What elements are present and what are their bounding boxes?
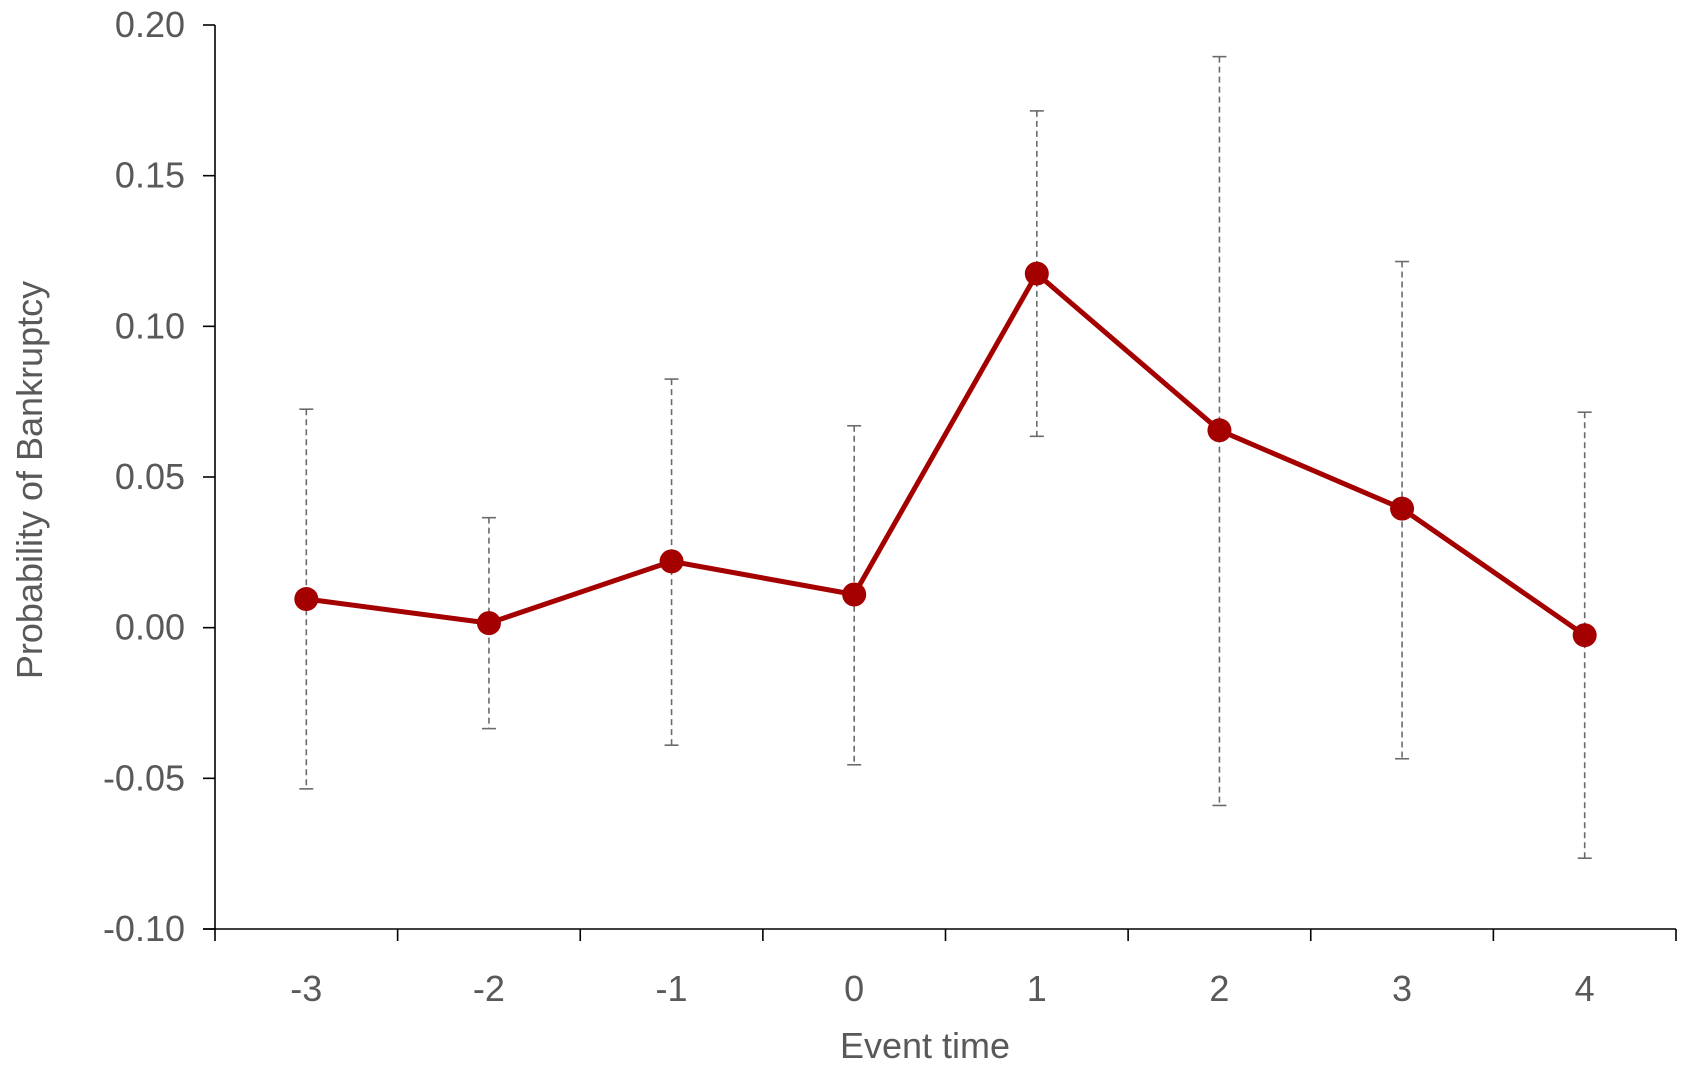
axes [203,24,1677,941]
x-tick-label: 2 [1209,968,1229,1009]
x-tick-label: -2 [473,968,505,1009]
data-point [1207,418,1232,443]
x-tick-label: 0 [844,968,864,1009]
y-tick-label: -0.05 [103,757,185,798]
data-point [1024,261,1049,286]
y-tick-label: -0.10 [103,908,185,949]
x-tick-label: -3 [290,968,322,1009]
y-tick-label: 0.10 [115,305,185,346]
data-points [294,261,1597,648]
x-tick-label: 1 [1027,968,1047,1009]
series-line-group [305,271,1587,638]
x-tick-label: -1 [656,968,688,1009]
data-point [1390,496,1415,521]
y-tick-label: 0.20 [115,4,185,45]
y-tick-label: 0.05 [115,456,185,497]
y-axis-title: Probability of Bankruptcy [9,281,50,679]
data-point [659,549,684,574]
x-tick-label: 4 [1575,968,1595,1009]
data-point [476,611,501,636]
data-point [1572,623,1597,648]
x-axis-title: Event time [840,1025,1010,1066]
series-line [305,271,1587,638]
error-bars [299,55,1592,859]
x-tick-label: 3 [1392,968,1412,1009]
data-point [294,587,319,612]
y-tick-label: 0.00 [115,607,185,648]
y-tick-label: 0.15 [115,155,185,196]
tick-labels: 0.20 0.15 0.10 0.05 0.00 -0.05 -0.10 -3 -2 -1 0 1 2 3… [103,4,1595,1009]
data-point [842,582,867,607]
